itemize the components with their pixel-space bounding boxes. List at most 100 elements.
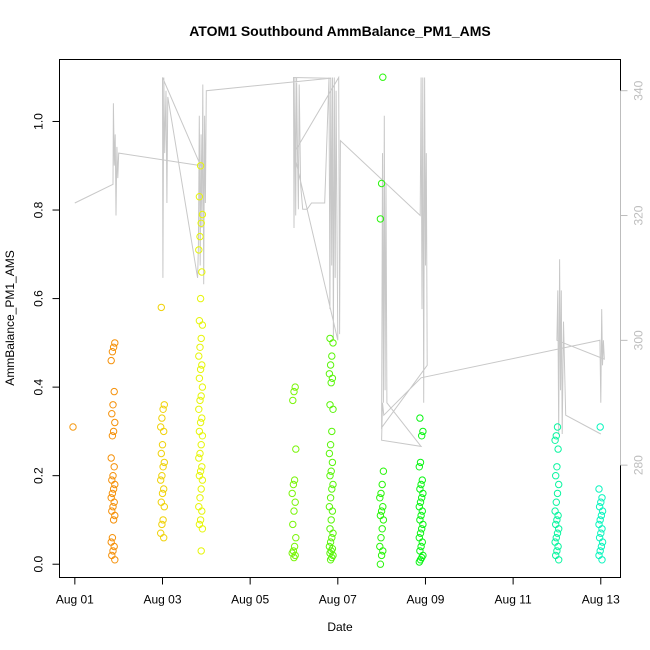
data-point (416, 547, 424, 555)
data-point (417, 542, 425, 551)
data-point (196, 467, 205, 475)
data-point (597, 511, 606, 520)
data-point (417, 511, 425, 520)
data-point (553, 489, 562, 498)
data-point (195, 317, 204, 325)
secondary-y-tick-label: 300 (632, 330, 646, 350)
data-point (328, 458, 337, 467)
data-point (197, 219, 205, 228)
data-point (197, 441, 205, 449)
data-point (108, 476, 116, 484)
data-point (109, 485, 118, 493)
data-point (196, 162, 205, 170)
data-point (107, 454, 115, 462)
data-point (108, 432, 117, 440)
data-point (198, 414, 206, 422)
data-point (196, 396, 204, 405)
data-point (552, 520, 560, 529)
data-point (290, 507, 298, 515)
data-point (415, 534, 423, 542)
data-point (108, 551, 116, 560)
data-point (551, 436, 559, 444)
data-point (291, 383, 299, 391)
data-point (159, 405, 167, 413)
data-point (377, 534, 385, 542)
data-point (328, 485, 336, 493)
data-point (195, 193, 204, 201)
data-point (111, 418, 119, 427)
x-tick-label: Aug 13 (582, 593, 620, 607)
data-point (158, 472, 166, 480)
data-point (157, 529, 165, 537)
secondary-y-axis: 280 300 320 340 (620, 80, 646, 475)
data-point (417, 480, 425, 489)
data-point (597, 542, 606, 551)
data-point (157, 498, 166, 506)
data-point (553, 529, 562, 537)
data-point (325, 449, 334, 458)
data-point (108, 534, 117, 542)
data-point (377, 507, 386, 515)
data-point (109, 547, 117, 555)
data-point (108, 348, 117, 356)
data-point (292, 445, 300, 453)
data-point (196, 516, 205, 524)
data-point (326, 472, 334, 480)
data-point (379, 467, 388, 475)
data-point (109, 516, 118, 524)
data-point (289, 520, 297, 529)
data-point (325, 542, 334, 551)
data-point (552, 551, 560, 560)
data-point (553, 516, 561, 524)
data-point (109, 472, 117, 480)
data-point (195, 374, 204, 382)
data-point (108, 489, 117, 498)
data-point (290, 387, 298, 396)
data-point (160, 485, 168, 493)
data-point (157, 423, 165, 431)
data-point (109, 503, 117, 511)
data-point (416, 529, 425, 537)
data-point (159, 516, 167, 524)
chart-title: ATOM1 Southbound AmmBalance_PM1_AMS (189, 23, 491, 39)
data-point (107, 494, 115, 502)
data-point (598, 494, 606, 502)
data-point (111, 339, 119, 347)
data-point (595, 551, 603, 560)
data-points (69, 73, 607, 568)
data-point (555, 480, 563, 489)
data-point (195, 246, 203, 254)
data-point (198, 210, 207, 219)
data-point (195, 427, 204, 436)
data-point (377, 179, 386, 188)
data-point (160, 401, 169, 409)
data-point (376, 560, 385, 568)
data-point (595, 520, 603, 529)
data-point (158, 414, 166, 422)
data-point (551, 507, 559, 515)
data-point (419, 427, 427, 436)
data-point (596, 547, 604, 555)
y-axis-label: AmmBalance_PM1_AMS (3, 250, 17, 385)
data-point (109, 427, 118, 436)
data-point (109, 343, 118, 351)
data-point (327, 516, 335, 524)
data-point (288, 489, 296, 498)
data-point (195, 454, 203, 462)
data-point (325, 503, 334, 511)
data-point (157, 303, 166, 312)
data-point (376, 511, 385, 520)
data-point (159, 463, 167, 471)
secondary-y-tick-label: 320 (632, 205, 646, 225)
data-point (327, 379, 335, 387)
y-tick-label: 0.4 (32, 378, 46, 395)
data-point (416, 414, 424, 422)
data-point (289, 547, 298, 555)
data-point (376, 542, 384, 551)
data-point (158, 441, 167, 449)
data-point (196, 232, 204, 241)
data-point (110, 463, 118, 471)
data-point (289, 396, 297, 405)
data-point (329, 480, 337, 489)
data-point (378, 525, 386, 533)
